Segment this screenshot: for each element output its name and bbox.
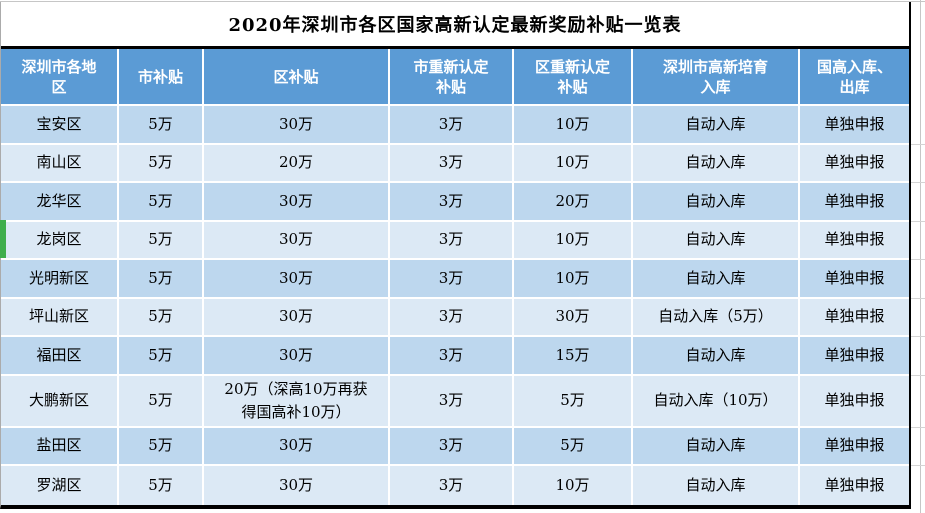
- district-recert-cell: 15万: [514, 337, 633, 374]
- table-row: 龙岗区 5万 30万 3万 10万 自动入库 单独申报: [0, 219, 925, 260]
- table-row: 宝安区 5万 30万 3万 10万 自动入库 单独申报: [1, 106, 925, 145]
- district-cell: 光明新区: [1, 260, 119, 297]
- cultivation-entry-cell: 自动入库: [633, 106, 800, 143]
- district-cell: 坪山新区: [1, 298, 119, 335]
- column-header-district: 深圳市各地 区: [1, 49, 119, 104]
- column-header-national-entry-exit: 国高入库、 出库: [816, 57, 892, 96]
- city-subsidy-cell: 5万: [119, 466, 204, 505]
- city-subsidy-cell: 5万: [119, 298, 204, 335]
- district-recert-cell: 10万: [514, 221, 633, 258]
- city-subsidy-cell: 5万: [119, 144, 204, 181]
- district-subsidy-cell: 20万（深高10万再获 得国高补10万）: [204, 375, 390, 426]
- table-row: 光明新区 5万 30万 3万 10万 自动入库 单独申报: [1, 260, 925, 299]
- column-header-city-recert-subsidy: 市重新认定 补贴: [390, 49, 514, 104]
- district-cell: 南山区: [1, 144, 119, 181]
- cultivation-entry-cell: 自动入库: [633, 427, 800, 464]
- column-header-district-recert-subsidy: 区重新认定 补贴: [514, 49, 633, 104]
- city-recert-cell: 3万: [390, 144, 514, 181]
- district-recert-cell: 30万: [514, 298, 633, 335]
- table-header-row: 深圳市各地 区 市补贴 区补贴 市重新认定 补贴 区重新认定 补贴 深圳市高新培…: [1, 49, 909, 106]
- district-cell: 龙岗区: [1, 221, 119, 258]
- district-cell: 龙华区: [1, 183, 119, 220]
- district-subsidy-cell: 30万: [204, 298, 390, 335]
- city-recert-cell: 3万: [390, 221, 514, 258]
- table-row: 罗湖区 5万 30万 3万 10万 自动入库 单独申报: [1, 466, 909, 505]
- city-recert-cell: 3万: [390, 298, 514, 335]
- cultivation-entry-cell: 自动入库: [633, 260, 800, 297]
- national-entry-cell: 单独申报: [824, 345, 885, 364]
- national-entry-cell: 单独申报: [824, 391, 885, 409]
- column-header-city-subsidy: 市补贴: [119, 49, 204, 104]
- district-subsidy-cell: 30万: [204, 183, 390, 220]
- district-recert-cell: 5万: [514, 375, 633, 426]
- cultivation-entry-cell: 自动入库: [633, 466, 800, 505]
- national-entry-cell: 单独申报: [824, 230, 885, 249]
- table-row: 大鹏新区 5万 20万（深高10万再获 得国高补10万） 3万 5万 自动入库（…: [1, 375, 925, 428]
- table-title: 2020年深圳市各区国家高新认定最新奖励补贴一览表: [1, 2, 909, 49]
- district-recert-cell: 10万: [514, 466, 633, 505]
- district-recert-cell: 20万: [514, 183, 633, 220]
- national-entry-cell: 单独申报: [824, 268, 885, 287]
- table-body: 宝安区 5万 30万 3万 10万 自动入库 单独申报 南山区 5万 20万 3…: [0, 106, 925, 505]
- column-header-cultivation-entry: 深圳市高新培育 入库: [633, 49, 800, 104]
- sheet-gridline-vertical: [920, 0, 921, 513]
- national-entry-cell: 单独申报: [824, 436, 885, 455]
- district-subsidy-cell: 30万: [204, 260, 390, 297]
- city-subsidy-cell: 5万: [119, 375, 204, 426]
- district-subsidy-cell: 30万: [204, 466, 390, 505]
- national-entry-cell: 单独申报: [824, 475, 885, 494]
- table-row: 盐田区 5万 30万 3万 5万 自动入库 单独申报: [1, 427, 925, 466]
- district-recert-cell: 10万: [514, 260, 633, 297]
- district-cell: 福田区: [1, 337, 119, 374]
- city-subsidy-cell: 5万: [119, 221, 204, 258]
- district-cell: 罗湖区: [1, 466, 119, 505]
- city-subsidy-cell: 5万: [119, 260, 204, 297]
- cultivation-entry-cell: 自动入库: [633, 144, 800, 181]
- national-entry-cell: 单独申报: [824, 114, 885, 133]
- district-recert-cell: 10万: [514, 106, 633, 143]
- district-subsidy-cell: 30万: [204, 337, 390, 374]
- district-cell: 大鹏新区: [1, 375, 119, 426]
- district-cell: 宝安区: [1, 106, 119, 143]
- city-recert-cell: 3万: [390, 375, 514, 426]
- column-header-district-subsidy: 区补贴: [204, 49, 390, 104]
- national-entry-cell: 单独申报: [824, 191, 885, 210]
- cultivation-entry-cell: 自动入库: [633, 337, 800, 374]
- table-row: 坪山新区 5万 30万 3万 30万 自动入库（5万） 单独申报: [1, 298, 925, 337]
- city-recert-cell: 3万: [390, 466, 514, 505]
- national-entry-cell: 单独申报: [824, 153, 885, 172]
- district-subsidy-cell: 20万: [204, 144, 390, 181]
- city-recert-cell: 3万: [390, 183, 514, 220]
- district-subsidy-cell: 30万: [204, 221, 390, 258]
- district-subsidy-cell: 30万: [204, 427, 390, 464]
- city-recert-cell: 3万: [390, 106, 514, 143]
- green-row-marker: [0, 219, 6, 258]
- table-row: 福田区 5万 30万 3万 15万 自动入库 单独申报: [1, 337, 925, 376]
- cultivation-entry-cell: 自动入库（5万）: [633, 298, 800, 335]
- city-recert-cell: 3万: [390, 337, 514, 374]
- district-cell: 盐田区: [1, 427, 119, 464]
- city-subsidy-cell: 5万: [119, 183, 204, 220]
- city-subsidy-cell: 5万: [119, 337, 204, 374]
- city-subsidy-cell: 5万: [119, 427, 204, 464]
- cultivation-entry-cell: 自动入库（10万）: [633, 375, 800, 426]
- cultivation-entry-cell: 自动入库: [633, 221, 800, 258]
- city-recert-cell: 3万: [390, 260, 514, 297]
- cultivation-entry-cell: 自动入库: [633, 183, 800, 220]
- district-subsidy-cell: 30万: [204, 106, 390, 143]
- table-row: 龙华区 5万 30万 3万 20万 自动入库 单独申报: [1, 183, 925, 222]
- district-recert-cell: 5万: [514, 427, 633, 464]
- district-recert-cell: 10万: [514, 144, 633, 181]
- sheet-gridline-horizontal: [0, 1, 925, 2]
- city-recert-cell: 3万: [390, 427, 514, 464]
- city-subsidy-cell: 5万: [119, 106, 204, 143]
- national-entry-cell: 单独申报: [824, 307, 885, 326]
- table-row: 南山区 5万 20万 3万 10万 自动入库 单独申报: [1, 144, 925, 183]
